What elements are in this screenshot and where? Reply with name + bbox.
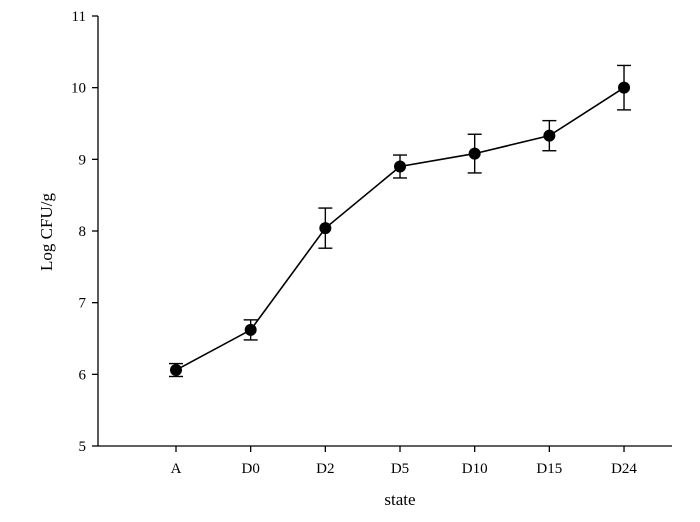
series-group: [169, 64, 632, 378]
x-tick-label: D10: [462, 461, 488, 477]
y-tick-label: 5: [79, 439, 87, 455]
y-tick-label: 7: [79, 296, 87, 312]
data-point: [618, 81, 631, 94]
y-axis: 5 6 7 8 9 10 11: [71, 9, 99, 455]
data-point: [319, 222, 332, 235]
series-line: [175, 86, 625, 371]
x-tick-label: D5: [391, 461, 409, 477]
x-axis-title: state: [384, 490, 415, 509]
x-tick-label: A: [171, 461, 182, 477]
x-axis: A D0 D2 D5 D10 D15 D24: [98, 445, 672, 477]
y-tick-label: 8: [79, 224, 87, 240]
data-point: [170, 364, 182, 377]
x-tick-label: D0: [241, 461, 259, 477]
data-point: [468, 147, 481, 160]
y-tick-label: 6: [79, 367, 87, 383]
y-tick-label: 10: [71, 81, 86, 97]
x-tick-label: D2: [316, 461, 334, 477]
data-point: [394, 160, 407, 173]
x-tick-label: D15: [536, 461, 562, 477]
y-axis-title: Log CFU/g: [37, 193, 56, 271]
data-point: [244, 323, 257, 336]
data-point: [543, 129, 556, 142]
y-tick-label: 9: [79, 152, 87, 168]
y-tick-label: 11: [72, 9, 86, 25]
x-tick-label: D24: [611, 461, 637, 477]
